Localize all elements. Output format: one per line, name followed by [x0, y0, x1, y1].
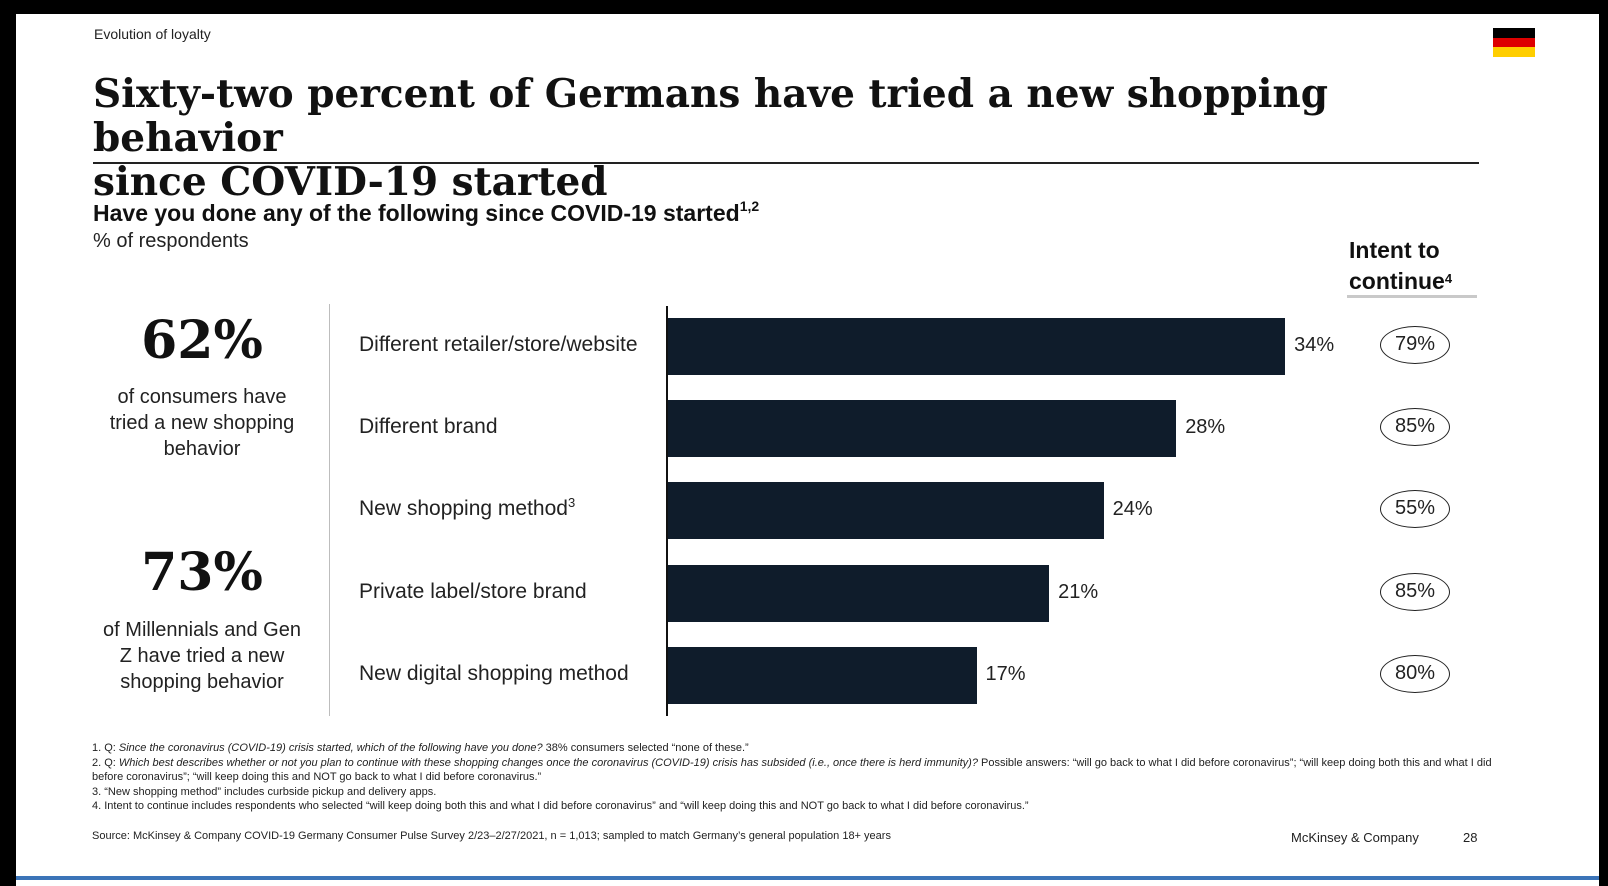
- footnote-prefix: 1. Q:: [92, 742, 119, 754]
- category-label-text: Different brand: [359, 415, 498, 439]
- bar-value-label: 34%: [1294, 334, 1335, 356]
- footnote-2: 2. Q: Which best describes whether or no…: [92, 756, 1492, 785]
- footnote-text: Possible answers: “will go back to what …: [92, 756, 1492, 784]
- bar: [668, 646, 977, 704]
- page-number: 28: [1463, 830, 1478, 845]
- question-text: Have you done any of the following since…: [93, 200, 740, 226]
- bar: [668, 318, 1286, 375]
- footnote-prefix: 3.: [92, 785, 105, 798]
- footnote-text: Intent to continue includes respondents …: [104, 800, 1029, 812]
- title-line-1: Sixty-two percent of Germans have tried …: [93, 71, 1329, 161]
- bar: [668, 564, 1050, 622]
- category-label-text: New digital shopping method: [359, 661, 629, 685]
- intent-to-continue-badge: 55%: [1380, 490, 1450, 529]
- slide: Evolution of loyalty Sixty-two percent o…: [16, 14, 1599, 886]
- stat-text-millennials: of Millennials and Gen Z have tried a ne…: [82, 617, 322, 695]
- bar-value-label: 24%: [1112, 498, 1153, 521]
- section-label: Evolution of loyalty: [94, 26, 211, 42]
- stat-text-line: behavior: [163, 438, 241, 460]
- category-label-text: Private label/store brand: [359, 579, 587, 603]
- intent-footnote-ref: 4: [1444, 271, 1453, 286]
- category-label-text: Different retailer/store/website: [359, 333, 638, 356]
- footnote-question: Which best describes whether or not you …: [118, 756, 978, 769]
- bar: [668, 482, 1104, 540]
- stat-text-consumers: of consumers have tried a new shopping b…: [82, 384, 322, 462]
- title-rule: [93, 162, 1479, 164]
- brand-name: McKinsey & Company: [1291, 830, 1419, 845]
- intent-header-line-1: Intent to: [1349, 237, 1440, 263]
- title-line-2: since COVID-19 started: [93, 159, 608, 205]
- category-label: New shopping method3: [359, 495, 576, 521]
- footnote-question: Since the coronavirus (COVID-19) crisis …: [118, 742, 543, 754]
- category-label: Different retailer/store/website: [359, 333, 638, 357]
- flag-stripe-black: [1493, 28, 1535, 38]
- intent-to-continue-badge: 85%: [1380, 572, 1450, 611]
- intent-header-line-2: continue4: [1349, 266, 1452, 297]
- intent-to-continue-badge: 79%: [1380, 326, 1450, 364]
- stat-text-line: of Millennials and Gen: [103, 619, 301, 641]
- category-label: New digital shopping method: [359, 662, 629, 686]
- stat-text-line: tried a new shopping: [109, 412, 295, 434]
- intent-to-continue-badge: 85%: [1380, 408, 1450, 447]
- bottom-accent-line: [16, 876, 1599, 880]
- footnote-3: 3. “New shopping method” includes curbsi…: [92, 785, 1492, 800]
- chart-axis-line: [666, 306, 668, 716]
- intent-header: Intent to continue4: [1349, 235, 1452, 297]
- category-footnote-ref: 3: [567, 495, 576, 511]
- stat-text-line: Z have tried a new: [119, 645, 285, 667]
- footnote-4: 4. Intent to continue includes responden…: [92, 799, 1492, 814]
- flag-stripe-gold: [1493, 47, 1535, 57]
- bar-value-label: 28%: [1185, 416, 1226, 439]
- footnote-text: 38% consumers selected “none of these.”: [542, 742, 749, 754]
- bar-value-label: 21%: [1058, 580, 1099, 603]
- footnote-prefix: 4.: [92, 800, 105, 812]
- chart-unit: % of respondents: [93, 230, 249, 252]
- stat-text-line: shopping behavior: [120, 671, 284, 693]
- category-label: Private label/store brand: [359, 580, 587, 604]
- footnote-text: “New shopping method” includes curbside …: [104, 785, 437, 798]
- source-note: Source: McKinsey & Company COVID-19 Germ…: [92, 830, 891, 842]
- intent-header-line-2-text: continue: [1349, 268, 1445, 294]
- chart-question: Have you done any of the following since…: [93, 198, 760, 227]
- intent-to-continue-badge: 80%: [1380, 654, 1450, 693]
- question-footnote-ref: 1,2: [739, 198, 760, 214]
- stat-value-consumers: 62%: [141, 310, 263, 371]
- slide-title: Sixty-two percent of Germans have tried …: [93, 72, 1493, 204]
- category-label-text: New shopping method: [359, 497, 568, 521]
- footnote-prefix: 2. Q:: [92, 756, 119, 769]
- stat-text-line: of consumers have: [117, 386, 287, 408]
- germany-flag-icon: [1493, 28, 1535, 57]
- bar: [668, 400, 1177, 458]
- footnote-1: 1. Q: Since the coronavirus (COVID-19) c…: [92, 741, 1492, 756]
- intent-header-rule: [1347, 295, 1477, 298]
- stat-value-millennials: 73%: [141, 542, 263, 603]
- flag-stripe-red: [1493, 37, 1535, 48]
- category-label: Different brand: [359, 415, 498, 439]
- stats-divider: [329, 304, 330, 716]
- bar-value-label: 17%: [985, 662, 1026, 685]
- footnotes: 1. Q: Since the coronavirus (COVID-19) c…: [92, 741, 1492, 814]
